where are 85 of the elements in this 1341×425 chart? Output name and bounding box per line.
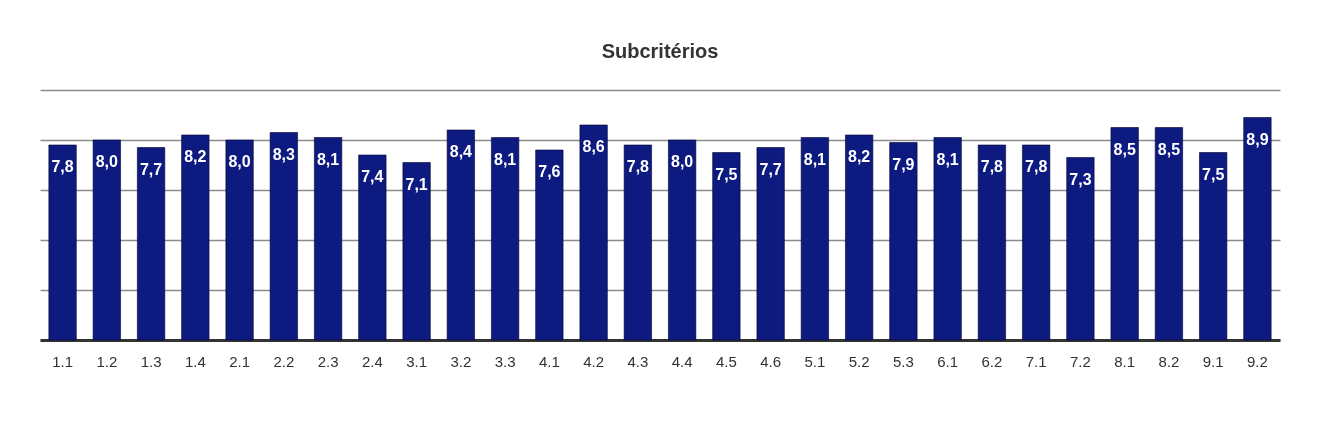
bar xyxy=(137,147,166,341)
x-tick-label: 3.3 xyxy=(494,352,516,370)
data-label: 8,1 xyxy=(803,150,827,168)
x-tick-label: 1.1 xyxy=(52,352,73,370)
x-tick-label: 4.3 xyxy=(627,352,649,370)
x-tick-label: 4.1 xyxy=(538,352,560,370)
bar xyxy=(1243,117,1272,341)
x-tick-label: 3.2 xyxy=(450,352,472,370)
x-tick-label: 6.2 xyxy=(981,352,1003,370)
x-tick-label: 3.1 xyxy=(406,352,428,370)
bar xyxy=(181,134,210,341)
bar xyxy=(933,137,962,341)
data-label: 8,3 xyxy=(272,145,296,163)
bar xyxy=(889,142,918,341)
data-label: 7,5 xyxy=(715,165,738,183)
bar xyxy=(579,124,608,341)
x-tick-label: 2.4 xyxy=(361,352,383,370)
data-label: 8,1 xyxy=(936,150,959,168)
data-label: 8,0 xyxy=(228,153,251,170)
x-tick-label: 4.2 xyxy=(583,352,605,370)
data-label: 7,8 xyxy=(980,158,1004,175)
data-label: 8,2 xyxy=(184,148,207,165)
bar xyxy=(225,139,254,341)
data-label: 7,4 xyxy=(361,168,384,185)
data-label: 7,8 xyxy=(1025,158,1048,175)
x-tick-label: 8.1 xyxy=(1114,352,1136,370)
data-label: 7,7 xyxy=(139,160,163,178)
bar xyxy=(1154,127,1183,341)
x-tick-label: 5.1 xyxy=(804,352,826,370)
bar xyxy=(535,149,564,341)
bar xyxy=(491,137,520,341)
x-tick-label: 4.6 xyxy=(760,352,782,370)
x-tick-label: 9.2 xyxy=(1247,352,1268,370)
x-tick-label: 2.3 xyxy=(317,352,339,370)
x-tick-label: 4.4 xyxy=(671,352,693,370)
bar xyxy=(800,137,829,341)
data-label: 8,4 xyxy=(449,143,473,160)
bar xyxy=(269,132,298,341)
bar xyxy=(314,137,343,341)
data-label: 8,6 xyxy=(582,138,605,155)
bar xyxy=(1110,127,1139,341)
data-label: 7,3 xyxy=(1069,170,1092,188)
data-label: 8,9 xyxy=(1246,130,1269,148)
x-tick-label: 8.2 xyxy=(1158,352,1180,370)
x-tick-label: 2.1 xyxy=(229,352,251,370)
x-tick-label: 4.5 xyxy=(715,352,737,370)
bar xyxy=(1022,144,1051,341)
bar xyxy=(1199,152,1228,341)
bar xyxy=(845,134,874,341)
bar xyxy=(623,144,652,341)
bar xyxy=(977,144,1006,341)
bar xyxy=(712,152,741,341)
x-tick-label: 7.1 xyxy=(1025,352,1047,370)
data-label: 7,8 xyxy=(51,158,74,175)
chart-title: Subcritérios xyxy=(601,40,719,62)
bar xyxy=(402,162,431,341)
data-label: 8,1 xyxy=(493,150,517,168)
data-label: 8,0 xyxy=(671,153,694,170)
data-label: 8,0 xyxy=(95,153,119,170)
data-label: 8,1 xyxy=(316,150,340,168)
x-tick-label: 1.4 xyxy=(184,352,206,370)
bar xyxy=(48,144,77,341)
bar xyxy=(668,139,697,341)
x-tick-label: 2.2 xyxy=(273,352,295,370)
x-tick-label: 7.2 xyxy=(1069,352,1091,370)
x-tick-label: 1.3 xyxy=(140,352,162,370)
data-label: 8,2 xyxy=(848,148,871,165)
x-tick-label: 6.1 xyxy=(937,352,959,370)
bar xyxy=(92,139,121,341)
data-label: 7,9 xyxy=(892,155,915,173)
bar xyxy=(446,129,475,341)
bar xyxy=(756,147,785,341)
x-tick-label: 1.2 xyxy=(96,352,118,370)
data-label: 7,8 xyxy=(626,158,650,175)
data-label: 7,5 xyxy=(1202,165,1225,183)
data-label: 8,5 xyxy=(1157,140,1181,158)
data-label: 7,7 xyxy=(759,160,782,178)
x-tick-label: 9.1 xyxy=(1202,352,1224,370)
bar xyxy=(1066,157,1095,341)
data-label: 8,5 xyxy=(1113,140,1136,158)
x-tick-label: 5.2 xyxy=(848,352,870,370)
data-label: 7,6 xyxy=(538,163,561,180)
data-label: 7,1 xyxy=(405,175,428,193)
x-tick-label: 5.3 xyxy=(892,352,914,370)
bar xyxy=(358,154,387,341)
